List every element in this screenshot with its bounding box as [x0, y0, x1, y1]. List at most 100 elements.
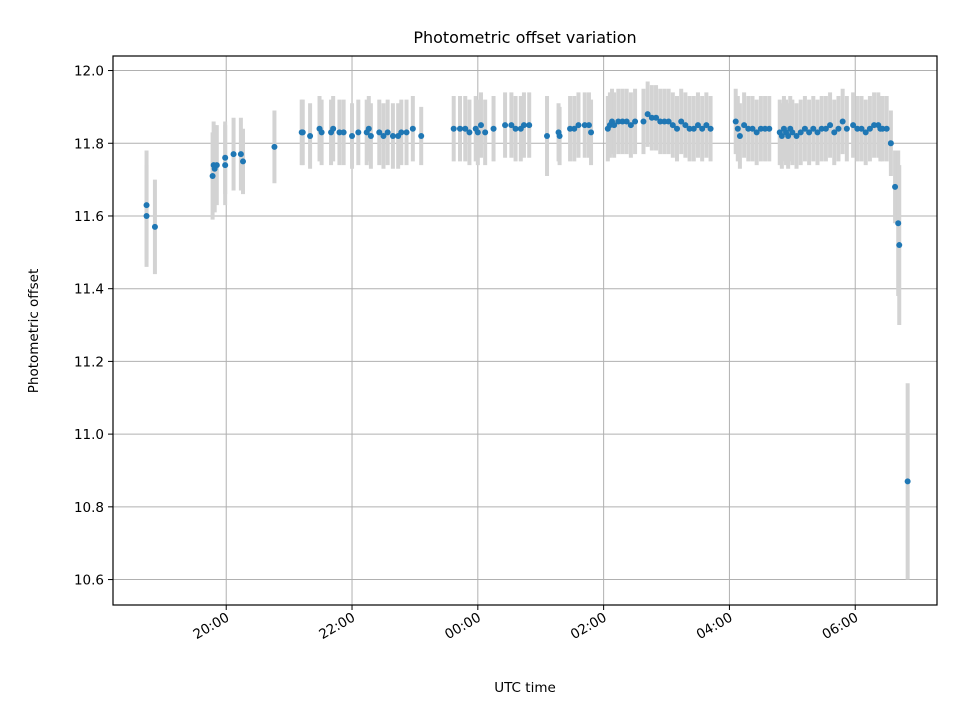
data-point	[757, 125, 764, 132]
x-tick-label: 22:00	[316, 610, 358, 643]
data-point	[854, 125, 861, 132]
data-point	[222, 162, 229, 169]
data-point	[418, 132, 425, 139]
data-point	[619, 118, 626, 125]
data-point	[850, 122, 857, 129]
data-point	[648, 114, 655, 121]
data-point	[457, 125, 464, 132]
data-point	[526, 122, 533, 129]
data-point	[336, 129, 343, 136]
data-point	[318, 129, 325, 136]
data-point	[801, 125, 808, 132]
data-point	[653, 114, 660, 121]
data-point	[674, 125, 681, 132]
data-point	[686, 125, 693, 132]
data-point	[627, 122, 634, 129]
data-point	[340, 129, 347, 136]
data-point	[143, 212, 150, 219]
data-point	[575, 122, 582, 129]
data-point	[762, 125, 769, 132]
data-point	[749, 125, 756, 132]
data-points	[143, 111, 911, 485]
x-tick-label: 06:00	[820, 610, 862, 643]
data-point	[822, 125, 829, 132]
data-point	[466, 129, 473, 136]
data-point	[766, 125, 773, 132]
data-point	[367, 132, 374, 139]
data-point	[831, 129, 838, 136]
data-point	[665, 118, 672, 125]
data-point	[797, 129, 804, 136]
data-point	[843, 125, 850, 132]
y-axis-label: Photometric offset	[26, 269, 42, 393]
data-point	[143, 202, 150, 209]
data-point	[835, 125, 842, 132]
chart-title: Photometric offset variation	[413, 28, 636, 47]
data-point	[661, 118, 668, 125]
x-tick-label: 02:00	[568, 610, 610, 643]
data-point	[571, 125, 578, 132]
y-tick-label: 11.4	[74, 282, 104, 298]
data-point	[682, 122, 689, 129]
data-point	[703, 122, 710, 129]
data-point	[736, 132, 743, 139]
data-point	[237, 151, 244, 158]
data-point	[806, 129, 813, 136]
data-point	[887, 140, 894, 147]
data-point	[299, 129, 306, 136]
data-point	[450, 125, 457, 132]
data-point	[640, 118, 647, 125]
data-point	[376, 129, 383, 136]
data-point	[789, 129, 796, 136]
data-point	[669, 122, 676, 129]
data-point	[398, 129, 405, 136]
data-point	[209, 172, 216, 179]
data-point	[858, 125, 865, 132]
data-point	[544, 132, 551, 139]
data-point	[818, 125, 825, 132]
data-point	[365, 125, 372, 132]
data-point	[892, 183, 899, 190]
data-point	[707, 125, 714, 132]
data-point	[741, 122, 748, 129]
data-point	[403, 129, 410, 136]
data-point	[734, 125, 741, 132]
data-point	[611, 122, 618, 129]
data-point	[230, 151, 237, 158]
data-point	[502, 122, 509, 129]
data-point	[694, 122, 701, 129]
data-point	[490, 125, 497, 132]
data-point	[380, 132, 387, 139]
data-point	[896, 242, 903, 249]
x-tick-label: 00:00	[442, 610, 484, 643]
y-tick-label: 11.8	[74, 136, 104, 152]
data-point	[753, 129, 760, 136]
data-point	[462, 125, 469, 132]
data-point	[474, 129, 481, 136]
data-point	[477, 122, 484, 129]
data-point	[567, 125, 574, 132]
data-point	[814, 129, 821, 136]
data-point	[213, 162, 220, 169]
y-tick-label: 11.0	[74, 427, 104, 443]
data-point	[151, 223, 158, 230]
data-point	[384, 129, 391, 136]
data-point	[745, 125, 752, 132]
data-point	[307, 132, 314, 139]
data-point	[690, 125, 697, 132]
data-point	[883, 125, 890, 132]
data-point	[389, 132, 396, 139]
data-point	[355, 129, 362, 136]
data-point	[895, 220, 902, 227]
errorbars	[144, 81, 910, 580]
data-point	[482, 129, 489, 136]
data-point	[330, 125, 337, 132]
data-point	[409, 125, 416, 132]
x-axis-label: UTC time	[494, 680, 556, 696]
y-tick-label: 11.6	[74, 209, 104, 225]
y-tick-label: 11.2	[74, 354, 104, 370]
data-point	[839, 118, 846, 125]
data-point	[827, 122, 834, 129]
data-point	[732, 118, 739, 125]
y-tick-label: 10.6	[74, 573, 104, 589]
